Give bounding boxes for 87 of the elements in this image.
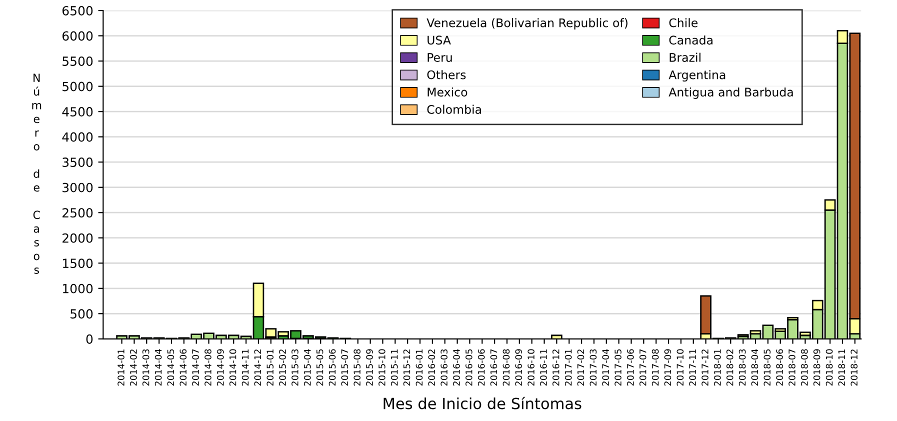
x-axis-title: Mes de Inicio de Síntomas <box>384 396 582 410</box>
x-tick-label: 2014-12 <box>254 350 262 386</box>
x-tick-label: 2018-06 <box>776 349 783 386</box>
x-tick-label: 2016-06 <box>478 349 485 386</box>
x-tick-label: 2014-10 <box>229 349 236 386</box>
x-tick-label: 2016-05 <box>466 349 472 386</box>
x-tick-label: 2016-07 <box>490 349 498 386</box>
x-tick-label: 2018-10 <box>826 349 833 386</box>
legend-label: Mexico <box>428 87 468 97</box>
x-tick-label: 2018-03 <box>738 349 746 386</box>
legend-label: Chile <box>669 18 698 28</box>
y-tick-label: 2500 <box>62 208 93 218</box>
x-tick-label: 2015-12 <box>403 350 410 386</box>
x-tick-label: 2018-01 <box>714 349 721 386</box>
x-tick-label: 2015-11 <box>390 349 398 386</box>
x-tick-label: 2017-03 <box>590 349 597 386</box>
x-tick-label: 2017-10 <box>676 349 684 386</box>
x-tick-label: 2014-11 <box>242 349 249 386</box>
x-tick-label: 2017-06 <box>627 349 634 386</box>
x-tick-label: 2016-01 <box>416 349 423 386</box>
y-tick-label: 5500 <box>62 56 93 66</box>
x-tick-label: 2014-04 <box>154 349 162 386</box>
x-tick-label: 2016-04 <box>453 349 460 386</box>
y-tick-label: 6000 <box>62 31 93 41</box>
x-tick-label: 2017-07 <box>639 349 646 386</box>
x-tick-label: 2017-08 <box>652 349 659 386</box>
x-tick-label: 2014-03 <box>142 349 150 386</box>
x-tick-label: 2017-05 <box>614 349 622 386</box>
x-tick-label: 2018-08 <box>800 349 808 386</box>
y-tick-label: 0 <box>86 334 93 344</box>
y-tick-label: 500 <box>70 309 93 319</box>
x-tick-label: 2016-02 <box>428 350 436 386</box>
x-tick-label: 2018-05 <box>764 349 771 386</box>
x-tick-label: 2014-05 <box>167 349 174 386</box>
x-tick-label: 2015-05 <box>316 349 324 386</box>
x-tick-label: 2017-09 <box>664 349 672 386</box>
legend-label: Canada <box>669 35 712 45</box>
legend-label: Others <box>427 70 466 80</box>
x-tick-label: 2017-01 <box>564 349 572 386</box>
legend-label: Brazil <box>670 52 700 62</box>
x-tick-label: 2018-07 <box>788 349 796 386</box>
legend-label: Colombia <box>427 104 481 114</box>
x-tick-label: 2015-09 <box>366 349 373 386</box>
x-tick-label: 2015-06 <box>328 349 336 386</box>
x-tick-label: 2015-08 <box>354 349 360 386</box>
x-tick-label: 2017-11 <box>689 349 696 386</box>
x-tick-label: 2017-12 <box>702 350 708 386</box>
x-tick-label: 2015-07 <box>341 349 348 386</box>
x-tick-label: 2015-01 <box>266 349 274 386</box>
x-tick-label: 2016-09 <box>515 349 522 386</box>
text: Número de Casos <box>32 74 42 274</box>
x-tick-label: 2016-11 <box>540 349 547 386</box>
x-tick-label: 2016-03 <box>440 349 448 386</box>
x-tick-label: 2016-08 <box>502 349 510 386</box>
x-tick-label: 2015-03 <box>292 349 298 386</box>
x-tick-label: 2016-12 <box>552 350 560 386</box>
y-tick-label: 3000 <box>62 182 93 192</box>
y-tick-label: 2000 <box>62 233 93 243</box>
legend-label: Antigua and Barbuda <box>668 87 793 99</box>
x-tick-label: 2015-02 <box>279 350 286 386</box>
x-tick-label: 2018-11 <box>838 349 846 386</box>
x-tick-label: 2014-09 <box>216 349 224 386</box>
x-tick-label: 2017-04 <box>602 349 610 386</box>
x-tick-label: 2015-04 <box>304 349 311 386</box>
y-tick-label: 4000 <box>62 132 93 142</box>
x-tick-label: 2015-10 <box>378 349 386 386</box>
legend-label: Venezuela (Bolivarian Republic of) <box>426 18 628 30</box>
x-tick-label: 2014-08 <box>204 349 212 386</box>
y-tick-label: 1000 <box>62 284 93 294</box>
x-tick-label: 2014-07 <box>192 349 199 386</box>
y-tick-label: 5000 <box>62 82 93 92</box>
x-tick-label: 2014-01 <box>118 349 124 386</box>
y-tick-label: 4500 <box>62 107 93 116</box>
y-tick-label: 6500 <box>62 6 93 16</box>
x-tick-label: 2018-02 <box>726 350 734 386</box>
y-tick-label: 3500 <box>62 158 93 168</box>
legend-label: USA <box>428 36 451 45</box>
x-tick-label: 2018-04 <box>751 349 758 386</box>
x-tick-label: 2018-12 <box>850 350 858 386</box>
x-tick-label: 2016-10 <box>528 349 534 386</box>
x-tick-label: 2018-09 <box>813 349 820 386</box>
x-tick-label: 2017-02 <box>577 350 584 386</box>
y-tick-label: 1500 <box>62 258 93 268</box>
legend-label: Argentina <box>668 70 726 82</box>
x-tick-label: 2014-06 <box>180 349 187 386</box>
legend-label: Peru <box>428 53 452 62</box>
x-tick-label: 2014-02 <box>130 350 137 386</box>
